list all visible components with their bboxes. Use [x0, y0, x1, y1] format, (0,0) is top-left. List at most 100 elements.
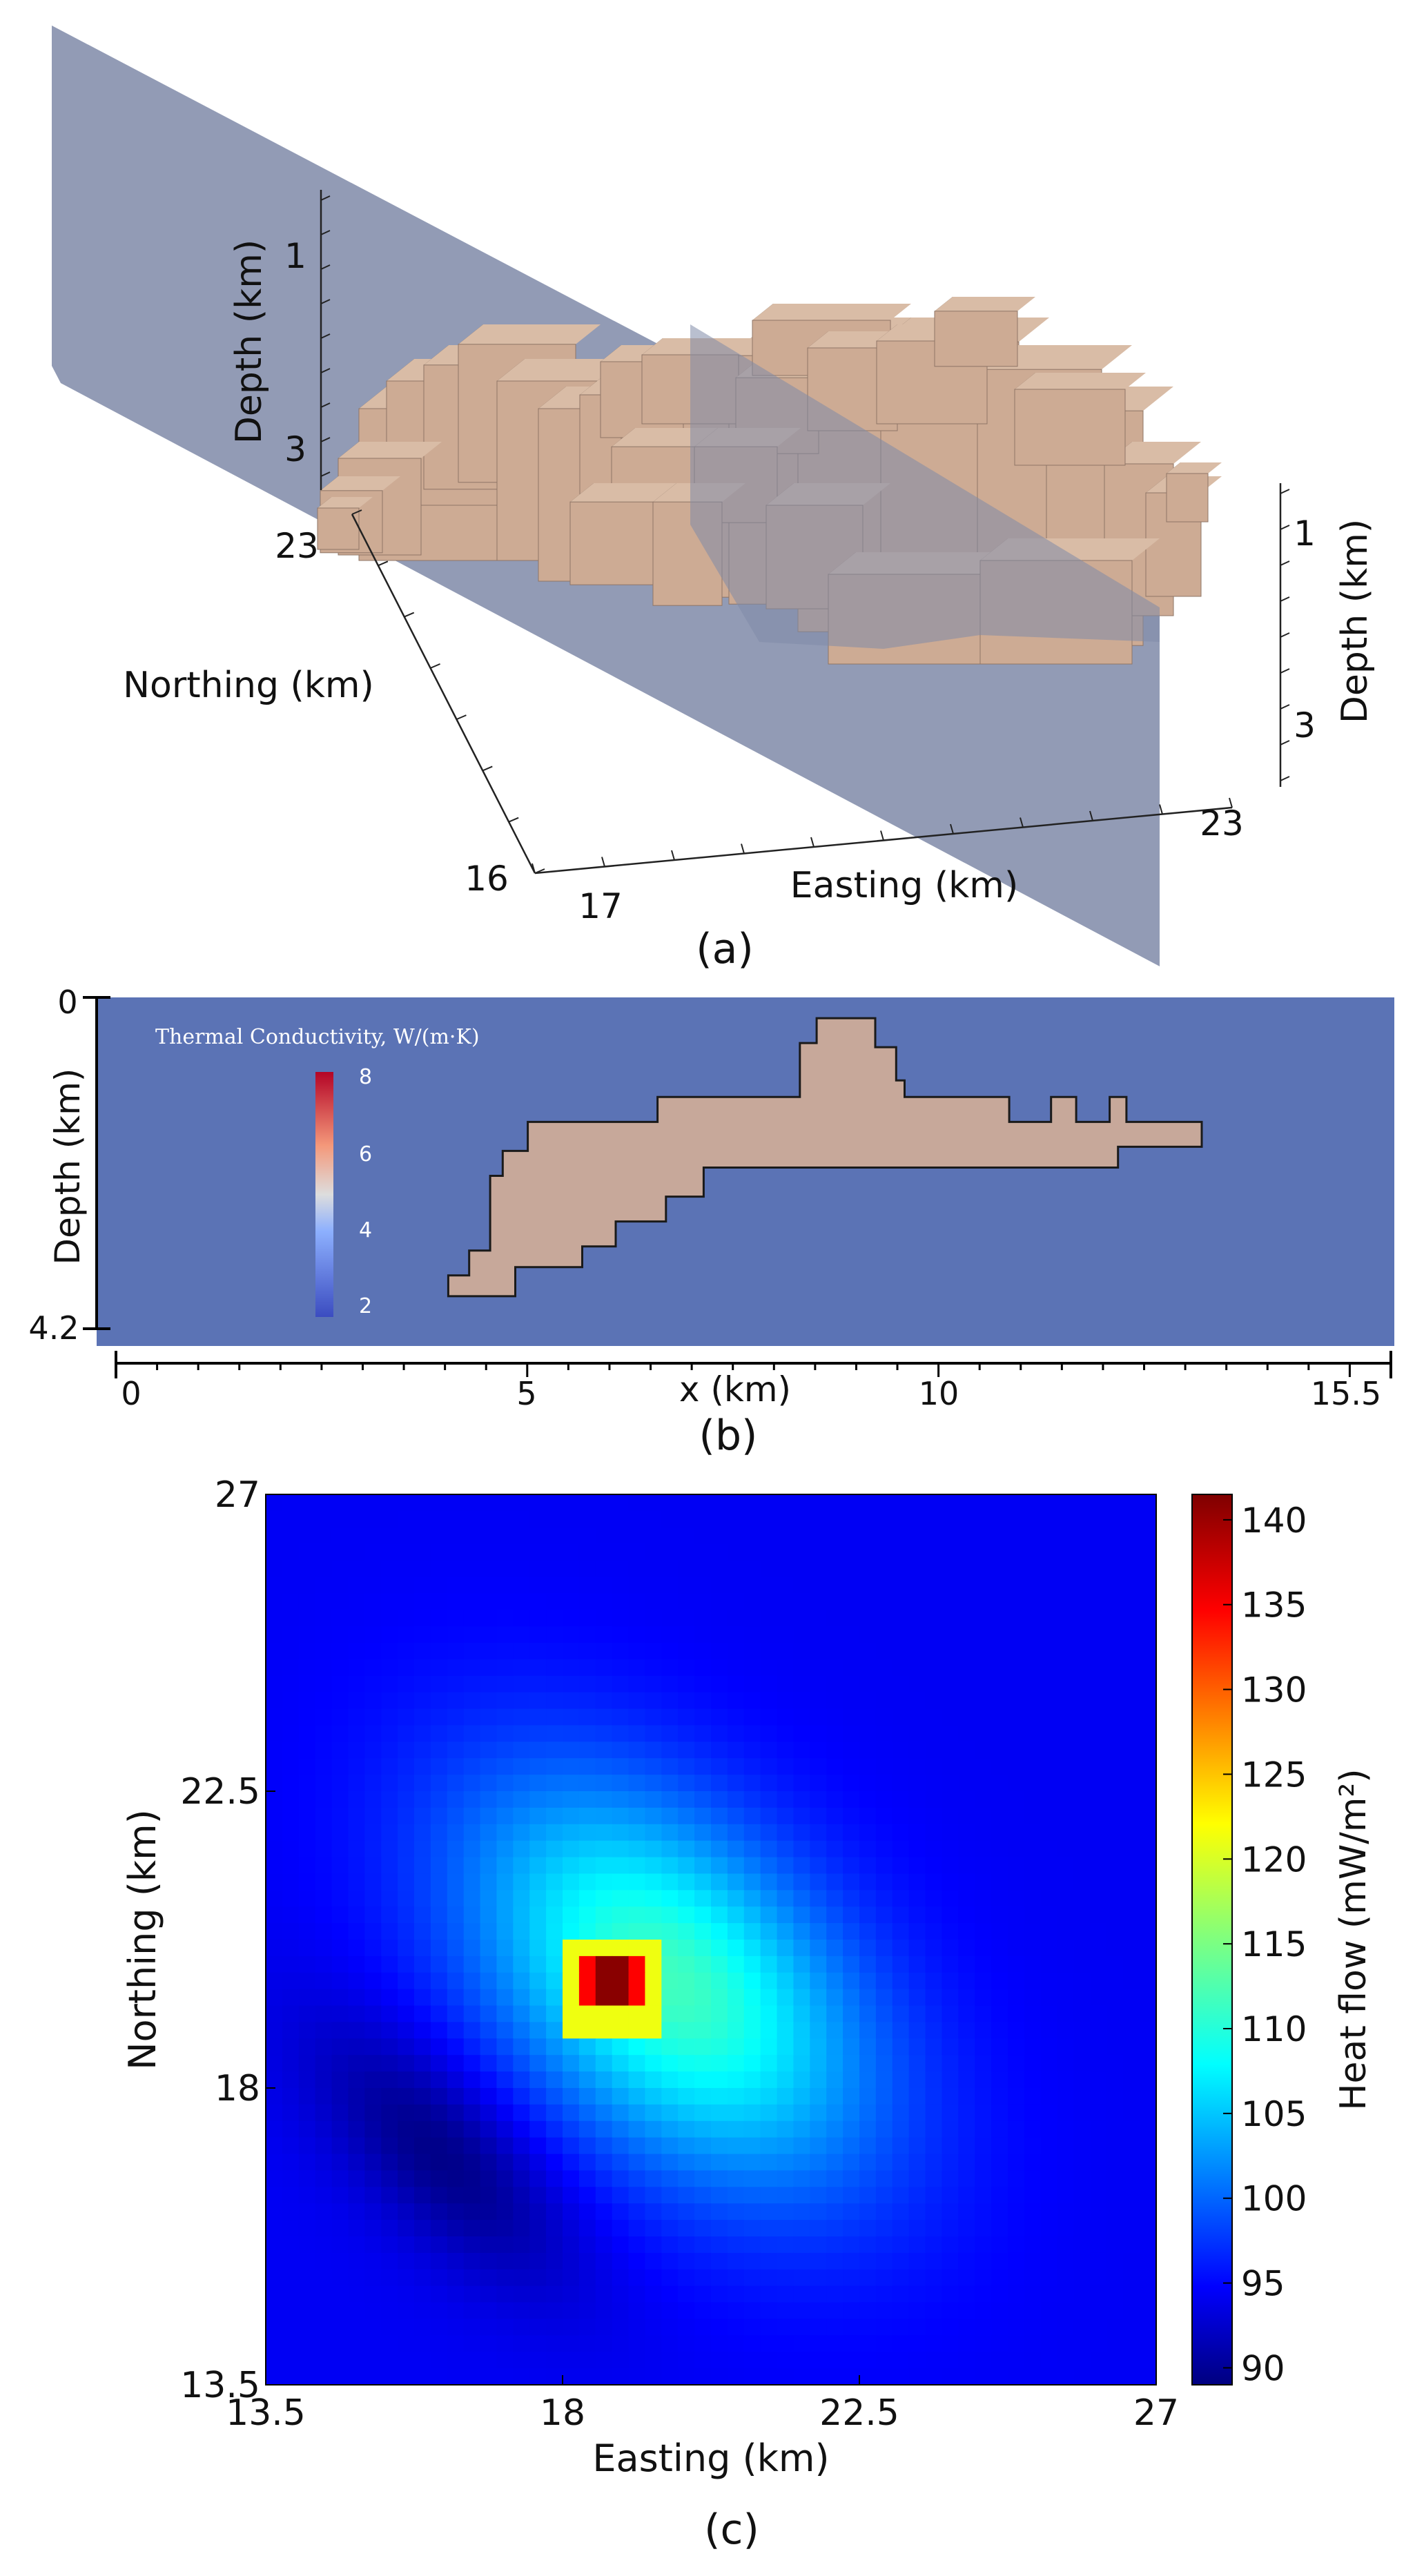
heatmap-cell — [331, 1725, 349, 1742]
heatmap-cell — [282, 1857, 300, 1875]
heatmap-cell — [266, 2071, 283, 2089]
heatmap-cell — [315, 1807, 333, 1825]
heatmap-cell — [430, 2154, 448, 2172]
heatmap-cell — [843, 2120, 860, 2138]
heatmap-cell — [942, 2154, 959, 2172]
heatmap-cell — [447, 1775, 465, 1792]
heatmap-cell — [810, 2170, 827, 2187]
heatmap-cell — [727, 1873, 745, 1891]
heatmap-cell — [777, 1758, 794, 1775]
heatmap-cell — [743, 1543, 761, 1561]
heatmap-cell — [958, 1989, 975, 2007]
heatmap-cell — [777, 1906, 794, 1924]
heatmap-cell — [348, 2187, 365, 2204]
heatmap-cell — [496, 1955, 514, 1973]
heatmap-cell — [331, 2269, 349, 2287]
heatmap-cell — [463, 1643, 481, 1660]
heatmap-cell — [991, 2137, 1008, 2155]
heatmap-cell — [810, 2005, 827, 2023]
heatmap-cell — [1106, 2352, 1124, 2369]
heatmap-cell — [645, 2187, 662, 2204]
heatmap-cell — [727, 2285, 745, 2303]
heatmap-cell — [711, 2302, 728, 2320]
heatmap-cell — [727, 2302, 745, 2320]
heatmap-cell — [529, 2071, 547, 2089]
heatmap-cell — [331, 2071, 349, 2089]
heatmap-cell — [843, 1675, 860, 1693]
heatmap-cell — [398, 1791, 415, 1808]
heatmap-cell — [266, 2170, 283, 2187]
heatmap-cell — [1057, 2319, 1075, 2336]
heatmap-cell — [843, 1527, 860, 1545]
heatmap-cell — [447, 2335, 465, 2352]
heatmap-cell — [678, 1791, 695, 1808]
heatmap-cell — [364, 1643, 382, 1660]
heatmap-cell — [892, 1840, 910, 1858]
heatmap-cell — [694, 1775, 712, 1792]
heatmap-cell — [777, 1510, 794, 1528]
heatmap-cell — [578, 2005, 596, 2023]
depth-tick-right-3: 3 — [1294, 705, 1316, 745]
heatmap-cell — [331, 1675, 349, 1693]
heatmap-cell — [958, 1741, 975, 1759]
heatmap-cell — [711, 1577, 728, 1594]
heatmap-cell — [1073, 2104, 1091, 2122]
heatmap-cell — [991, 1659, 1008, 1677]
heatmap-cell — [925, 1824, 943, 1842]
heatmap-cell — [777, 2088, 794, 2105]
heatmap-cell — [1057, 2368, 1075, 2385]
heatmap-cell — [563, 2088, 580, 2105]
heatmap-cell — [578, 1923, 596, 1940]
heatmap-cell — [578, 1643, 596, 1660]
heatmap-cell — [298, 1643, 316, 1660]
heatmap-cell — [958, 1807, 975, 1825]
heatmap-cell — [975, 2071, 992, 2089]
heatmap-cell — [1008, 2319, 1025, 2336]
heatmap-cell — [315, 2071, 333, 2089]
heatmap-cell — [694, 1758, 712, 1775]
heatmap-cell — [711, 2236, 728, 2254]
heatmap-cell — [875, 1824, 893, 1842]
heatmap-cell — [925, 1972, 943, 1990]
heatmap-cell — [925, 1527, 943, 1545]
heatmap-cell — [414, 1775, 431, 1792]
heatmap-cell — [348, 1775, 365, 1792]
heatmap-cell — [942, 1857, 959, 1875]
heatmap-cell — [743, 2368, 761, 2385]
heatmap-cell — [364, 1758, 382, 1775]
heatmap-cell — [513, 1610, 530, 1627]
heatmap-cell — [1057, 1807, 1075, 1825]
heatmap-cell — [348, 2120, 365, 2138]
heatmap-cell — [942, 2137, 959, 2155]
heatmap-cell — [942, 2236, 959, 2254]
heatmap-cell — [975, 1775, 992, 1792]
heatmap-cell — [364, 2302, 382, 2320]
heatmap-cell — [595, 1725, 613, 1742]
heatmap-cell — [958, 2236, 975, 2254]
heatmap-cell — [1024, 2368, 1042, 2385]
heatmap-cell — [777, 1857, 794, 1875]
heatmap-cell — [398, 1610, 415, 1627]
heatmap-cell — [975, 1643, 992, 1660]
heatmap-cell — [875, 1923, 893, 1940]
heatmap-cell — [1040, 1692, 1058, 1710]
heatmap-cell — [760, 1940, 778, 1957]
heatmap-cell — [463, 1725, 481, 1742]
heatmap-cell — [678, 1741, 695, 1759]
heatmap-cell — [908, 2269, 926, 2287]
heatmap-cell — [430, 2236, 448, 2254]
heatmap-cell — [529, 1873, 547, 1891]
heatmap-cell — [645, 1972, 662, 1990]
heatmap-cell — [315, 1593, 333, 1610]
heatmap-cell — [859, 2137, 877, 2155]
heatmap-cell — [793, 1725, 810, 1742]
heatmap-cell — [661, 1972, 679, 1990]
heatmap-cell — [727, 2088, 745, 2105]
heatmap-cell — [1090, 1873, 1107, 1891]
heatmap-cell — [381, 1940, 398, 1957]
heatmap-cell — [743, 2170, 761, 2187]
heatmap-cell — [810, 1890, 827, 1907]
heatmap-cell — [398, 1873, 415, 1891]
heatmap-cell — [612, 1692, 630, 1710]
heatmap-cell — [1008, 2203, 1025, 2221]
